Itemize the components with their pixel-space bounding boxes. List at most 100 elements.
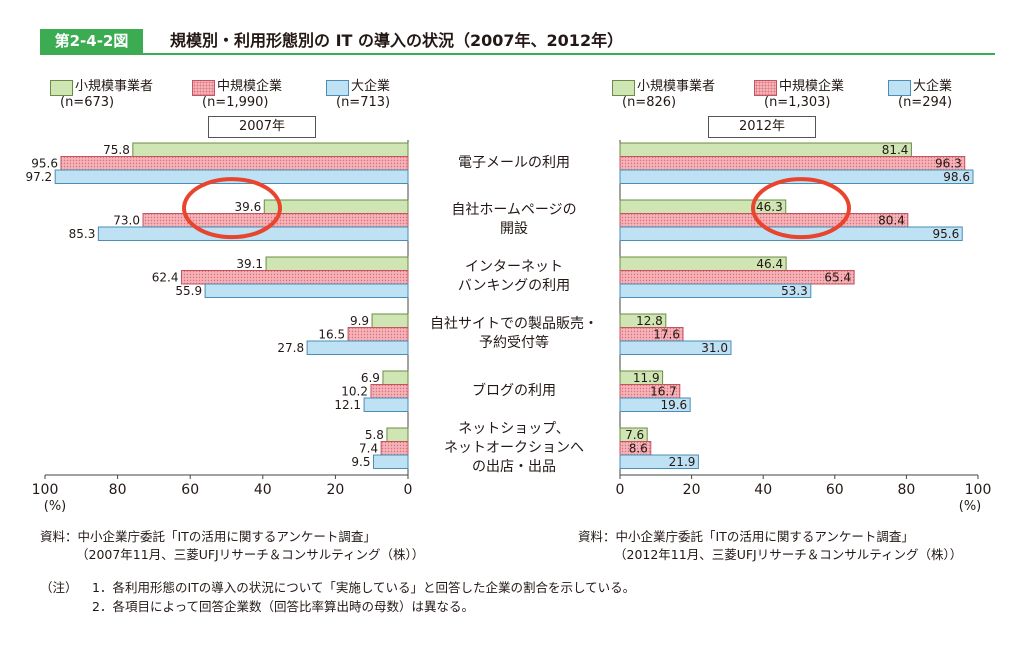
highlight-circle-2007 [182,177,282,240]
data-label: 9.5 [351,455,370,469]
category-label-line: ネットオークションへ [444,439,584,456]
tick-label: 100 [965,482,992,498]
data-label: 39.6 [235,200,262,214]
legend-label: 小規模事業者 [75,79,154,94]
data-label: 39.1 [236,257,263,271]
data-label: 17.6 [653,328,680,342]
bar-2007-large [363,397,409,412]
tick-label: 80 [897,482,915,498]
category-label: 自社サイトでの製品販売・ 予約受付等 [419,315,609,353]
title-rule [40,53,995,55]
data-label: 95.6 [933,227,960,241]
data-label: 12.8 [636,314,663,328]
legend-label: 中規模企業 [217,79,283,94]
legend-swatch-mid [192,80,215,96]
legend-count: (n=1,990) [202,95,269,110]
tick-label: 40 [254,482,272,498]
bar-2007-small [132,142,409,157]
data-label: 73.0 [113,214,140,228]
bar-2007-large [373,454,409,469]
category-label-line: ブログの利用 [472,382,556,399]
data-label: 10.2 [341,385,368,399]
figure-label: 第2-4-2図 [40,29,143,53]
bar-2007-small [263,199,409,214]
bar-2012-large [619,397,691,412]
bar-2012-mid [619,270,855,285]
chart-title: 規模別・利用形態別の IT の導入の状況（2007年、2012年） [170,31,624,50]
legend-swatch-small [50,80,73,96]
data-label: 75.8 [103,143,130,157]
legend-count: (n=294) [898,95,953,110]
legend-swatch-mid [754,80,777,96]
data-label: 16.5 [318,328,345,342]
bar-2007-small [386,427,409,442]
category-label-line: 自社ホームページの [451,202,577,219]
category-label: ブログの利用 [419,382,609,401]
data-label: 53.3 [781,284,808,298]
tick-label: 60 [826,482,844,498]
legend-count: (n=713) [336,95,391,110]
bar-2007-mid [380,441,409,456]
bar-2012-large [619,340,732,355]
legend-label: 大企業 [351,79,391,94]
bar-2007-small [371,313,409,328]
data-label: 9.9 [350,314,369,328]
bar-2012-large [619,226,963,241]
data-label: 81.4 [882,143,909,157]
bar-2007-mid [60,156,409,171]
legend-swatch-large [326,80,349,96]
bar-2007-mid [180,270,409,285]
legend-swatch-large [888,80,911,96]
source-2007-line1: 資料：中小企業庁委託「ITの活用に関するアンケート調査」 [40,529,376,544]
data-label: 46.4 [756,257,783,271]
axis-unit-label: (%) [44,499,67,514]
legend-swatch-small [612,80,635,96]
note-2: 2．各項目によって回答企業数（回答比率算出時の母数）は異なる。 [92,599,474,614]
year-label-2007: 2007年 [208,116,316,138]
data-label: 31.0 [701,341,728,355]
category-label-line: ネットショップ、 [458,420,570,437]
source-2007-line2: （2007年11月、三菱UFJリサーチ＆コンサルティング（株）） [76,547,425,562]
data-label: 55.9 [175,284,202,298]
bar-2007-large [204,283,409,298]
data-label: 8.6 [629,442,648,456]
data-label: 46.3 [756,200,783,214]
bar-2007-small [382,370,409,385]
data-label: 62.4 [152,271,179,285]
data-label: 11.9 [633,371,660,385]
data-label: 6.9 [361,371,380,385]
data-label: 12.1 [334,398,361,412]
source-2012-line1: 資料：中小企業庁委託「ITの活用に関するアンケート調査」 [578,529,914,544]
category-label-line: インターネット [465,259,563,276]
note-1: 1．各利用形態のITの導入の状況について「実施している」と回答した企業の割合を示… [92,580,636,595]
bar-2012-large [619,169,974,184]
axis-unit-label: (%) [959,499,982,514]
data-label: 96.3 [935,157,962,171]
tick-label: 0 [616,482,625,498]
bar-2012-large [619,283,812,298]
data-label: 85.3 [69,227,96,241]
tick-label: 100 [32,482,59,498]
tick-label: 40 [754,482,772,498]
bar-2012-large [619,454,699,469]
category-label-line: 開設 [500,221,528,238]
data-label: 7.6 [625,428,644,442]
legend-count: (n=1,303) [764,95,831,110]
tick-label: 60 [181,482,199,498]
bar-chart: 100 80 60 40 20 0(%)0 20 40 60 80 100(%)75.839.639… [25,140,992,514]
bar-2007-small [265,256,409,271]
data-label: 21.9 [669,455,696,469]
notes-prefix: （注） [40,580,78,595]
bar-2012-mid [619,156,966,171]
bar-2007-mid [370,384,409,399]
data-label: 7.4 [359,442,378,456]
data-label: 97.2 [25,170,52,184]
legend-count: (n=673) [60,95,115,110]
year-label-2012: 2012年 [708,116,816,138]
bar-2007-mid [347,327,409,342]
category-label-line: 電子メールの利用 [458,154,570,171]
legend-label: 小規模事業者 [637,79,716,94]
tick-label: 20 [683,482,701,498]
data-label: 98.6 [943,170,970,184]
tick-label: 0 [404,482,413,498]
